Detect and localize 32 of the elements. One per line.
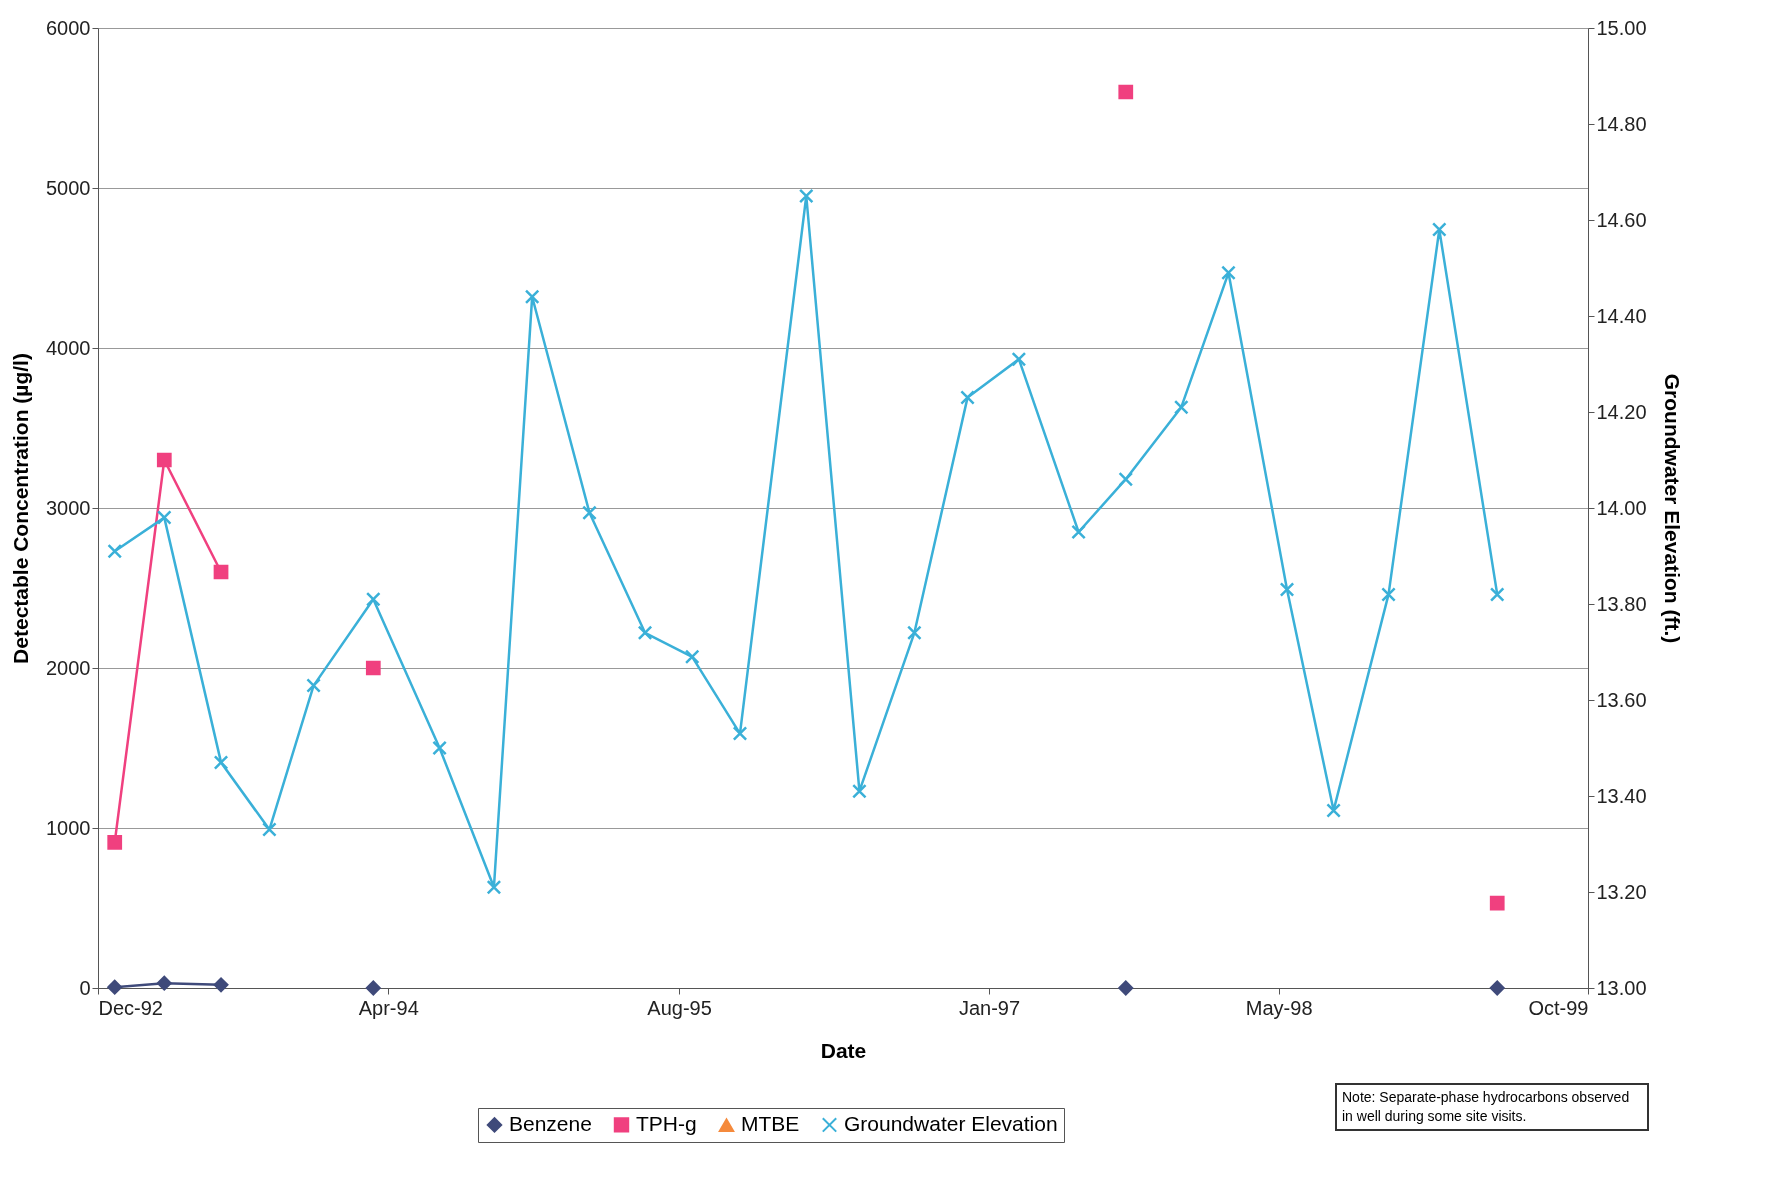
y-tick-label: 6000 <box>46 16 91 39</box>
legend-label: Benzene <box>509 1111 592 1135</box>
y2-tick-label: 14.60 <box>1596 208 1647 231</box>
y2-tick-label: 14.40 <box>1596 304 1647 327</box>
text: Note: Separate-phase hydrocarbons observed in well during some site visits. <box>1342 1088 1631 1126</box>
y2-tick-label: 13.20 <box>1596 880 1647 903</box>
x-tick-label: Dec-92 <box>98 996 163 1019</box>
y2-tick-label: 14.80 <box>1596 112 1647 135</box>
x-tick-label: Apr-94 <box>358 996 419 1019</box>
y2-axis-title: Groundwater Elevation (ft.) <box>1660 373 1684 644</box>
x-axis-title: Date <box>820 1038 867 1062</box>
y2-tick-label: 14.00 <box>1596 496 1647 519</box>
y-tick-label: 4000 <box>46 336 91 359</box>
y-tick-label: 3000 <box>46 496 91 519</box>
x-tick-label: Jan-97 <box>958 996 1021 1019</box>
legend-label: MTBE <box>741 1112 800 1136</box>
legend-label: TPH-g <box>636 1111 697 1135</box>
x-tick-label: May-98 <box>1245 996 1313 1019</box>
y2-tick-label: 14.20 <box>1596 400 1647 423</box>
y-axis-title: Detectable Concentration (µg/l) <box>9 353 33 664</box>
y-tick-label: 5000 <box>46 176 91 199</box>
y2-tick-label: 13.60 <box>1596 688 1647 711</box>
y2-tick-label: 13.80 <box>1596 592 1647 615</box>
y2-tick-label: 13.40 <box>1596 784 1647 807</box>
y2-tick-label: 13.00 <box>1596 976 1647 999</box>
y2-tick-label: 15.00 <box>1596 16 1647 39</box>
y-tick-label: 2000 <box>46 656 91 679</box>
x-tick-label: Oct-99 <box>1528 996 1589 1019</box>
x-tick-label: Aug-95 <box>647 996 712 1019</box>
y-tick-label: 1000 <box>46 816 91 839</box>
y-tick-label: 0 <box>79 976 91 999</box>
legend-label: Groundwater Elevation <box>844 1111 1058 1135</box>
